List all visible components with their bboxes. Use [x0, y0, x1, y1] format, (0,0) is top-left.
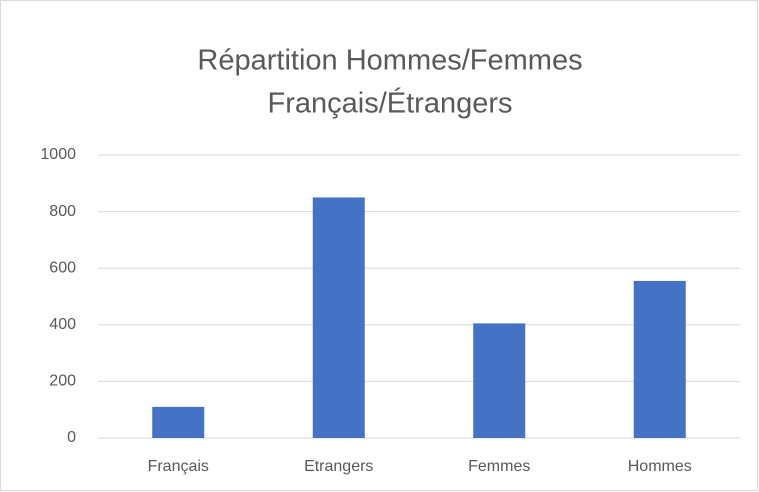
bar: [152, 406, 205, 438]
y-tick-label: 400: [49, 316, 76, 333]
x-tick-label: Femmes: [468, 458, 530, 475]
chart-title: Français/Étrangers: [268, 87, 513, 120]
bar: [473, 323, 526, 438]
bar: [312, 197, 365, 438]
y-tick-label: 600: [49, 259, 76, 276]
x-tick-label: Etrangers: [304, 458, 373, 475]
y-tick-label: 800: [49, 203, 76, 220]
y-tick-label: 200: [49, 373, 76, 390]
x-tick-label: Français: [148, 458, 209, 475]
chart-title: Répartition Hommes/Femmes: [197, 45, 582, 77]
x-tick-label: Hommes: [628, 458, 692, 475]
y-tick-label: 0: [67, 429, 76, 446]
bar: [633, 280, 686, 438]
y-tick-label: 1000: [40, 146, 76, 163]
